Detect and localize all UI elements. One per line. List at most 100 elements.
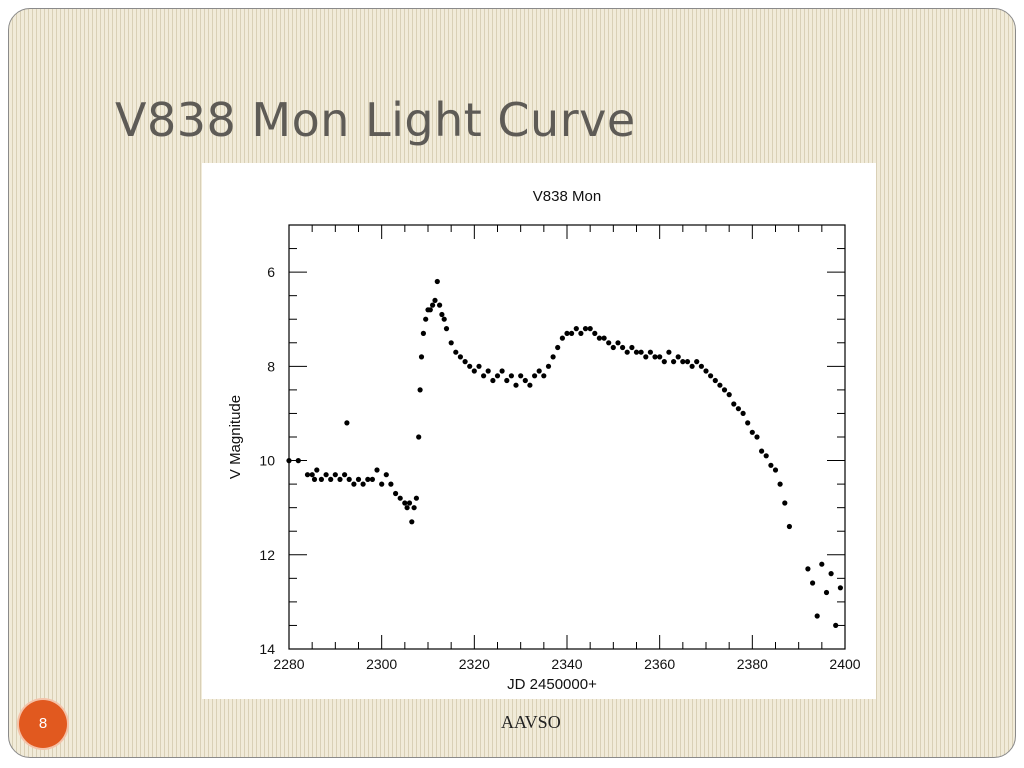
data-point — [643, 354, 649, 360]
data-point — [311, 476, 318, 482]
data-point — [601, 335, 607, 341]
data-point — [559, 335, 565, 341]
data-point — [453, 349, 459, 355]
y-tick-label: 12 — [259, 547, 275, 563]
data-point — [404, 505, 410, 511]
data-point — [418, 354, 425, 360]
data-point — [304, 472, 311, 478]
data-point — [369, 476, 375, 482]
data-point — [337, 476, 343, 482]
data-point — [423, 316, 429, 322]
data-point — [379, 481, 385, 487]
data-point — [439, 311, 445, 318]
data-point — [759, 448, 765, 454]
data-point — [582, 326, 589, 332]
data-point — [749, 429, 755, 435]
data-point — [647, 349, 653, 355]
data-point — [365, 476, 371, 482]
data-point — [532, 373, 538, 379]
data-point — [772, 467, 779, 473]
data-point — [721, 387, 728, 393]
data-point — [680, 359, 686, 365]
data-point — [541, 373, 547, 379]
y-tick-label: 10 — [259, 453, 275, 469]
data-point — [657, 354, 663, 360]
data-point — [782, 500, 788, 506]
data-point — [490, 377, 496, 384]
data-point — [717, 382, 723, 388]
data-point — [615, 340, 621, 346]
data-point — [409, 519, 415, 525]
data-point — [351, 481, 357, 487]
data-point — [527, 382, 533, 388]
data-point — [323, 472, 329, 478]
data-point — [441, 316, 447, 322]
data-points — [286, 278, 844, 628]
footer-source: AAVSO — [501, 712, 561, 732]
data-point — [596, 335, 602, 341]
data-point — [694, 359, 700, 365]
data-point — [578, 330, 584, 336]
data-point — [432, 297, 438, 303]
data-point — [712, 377, 718, 384]
data-point — [522, 377, 528, 384]
data-point — [708, 373, 714, 379]
data-point — [810, 580, 816, 586]
data-point — [545, 363, 552, 369]
data-point — [494, 373, 501, 379]
data-point — [388, 481, 394, 487]
data-point — [448, 340, 454, 346]
data-point — [406, 500, 413, 506]
data-point — [620, 344, 626, 351]
data-point — [513, 382, 519, 388]
data-point — [833, 622, 839, 628]
data-point — [610, 344, 616, 351]
data-point — [726, 392, 732, 398]
data-point — [499, 368, 505, 374]
data-point — [814, 613, 820, 619]
data-point — [430, 302, 436, 308]
data-point — [703, 368, 709, 374]
axis-ticks: 2280 2300 2320 2340 2360 2380 2400 6 8 10 12 14 — [259, 224, 861, 672]
data-point — [504, 377, 510, 384]
x-tick-label: 2340 — [551, 656, 582, 672]
data-point — [360, 481, 366, 487]
x-axis-label: JD 2450000+ — [507, 676, 597, 693]
data-point — [675, 354, 681, 360]
data-point — [550, 354, 556, 360]
data-point — [555, 344, 561, 351]
data-point — [837, 585, 844, 591]
data-point — [745, 420, 751, 426]
x-tick-label: 2380 — [737, 656, 768, 672]
y-tick-label: 6 — [267, 264, 275, 280]
data-point — [485, 368, 491, 374]
data-point — [344, 420, 350, 426]
data-point — [828, 571, 834, 577]
data-point — [342, 472, 348, 478]
y-axis-label: V Magnitude — [227, 395, 244, 479]
data-point — [427, 307, 433, 313]
plot-frame — [288, 224, 846, 650]
data-point — [652, 354, 658, 360]
light-curve-chart: V838 Mon 2280 2300 2320 2340 2360 2380 2400 6 8 1… — [227, 188, 861, 693]
data-point — [462, 359, 468, 365]
data-point — [819, 561, 825, 567]
data-point — [740, 410, 746, 416]
x-tick-label: 2400 — [829, 656, 860, 672]
data-point — [457, 354, 463, 360]
data-point — [481, 373, 487, 379]
data-point — [295, 458, 301, 464]
data-point — [508, 373, 514, 379]
data-point — [768, 462, 774, 468]
data-point — [569, 330, 575, 336]
data-point — [443, 326, 450, 332]
data-point — [786, 523, 793, 530]
data-point — [346, 476, 352, 482]
slide: V838 Mon Light Curve V838 Mon 2280 2300 23… — [8, 8, 1016, 758]
x-tick-label: 2320 — [459, 656, 490, 672]
data-point — [397, 495, 403, 501]
data-point — [624, 349, 630, 355]
data-point — [328, 476, 334, 482]
data-point — [564, 330, 570, 336]
data-point — [416, 434, 422, 440]
